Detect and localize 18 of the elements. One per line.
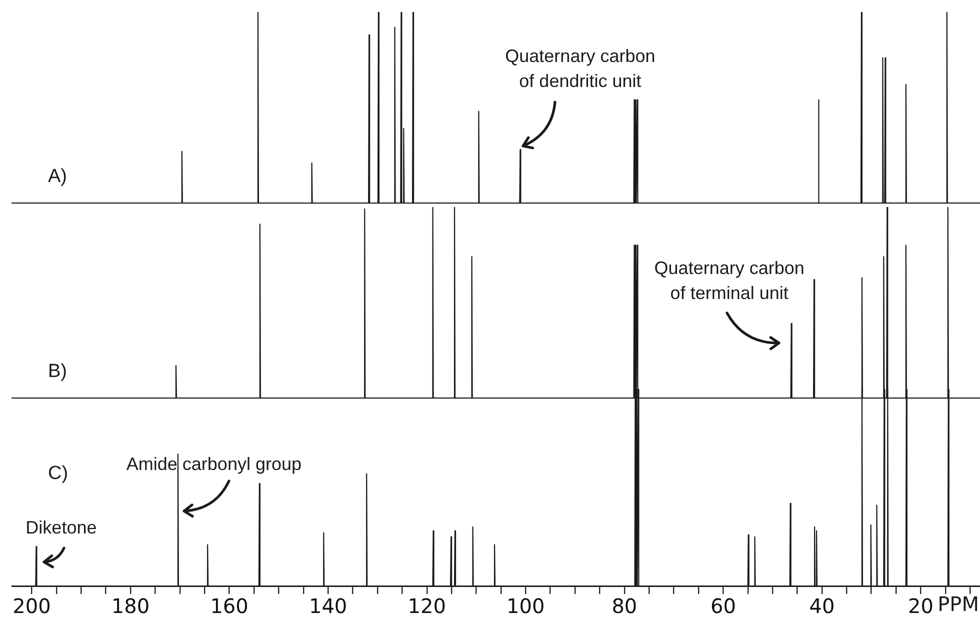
x-tick-label: 160 (210, 594, 248, 618)
text: C) (48, 463, 68, 484)
series-label: B) (48, 361, 67, 382)
x-tick-label: 180 (111, 594, 150, 618)
x-tick-label: 20 (908, 594, 934, 618)
annotation: Amide carbonyl group (126, 454, 302, 474)
x-tick-label: 60 (710, 594, 736, 618)
x-tick-label: 80 (612, 594, 638, 618)
annotation: Quaternary carbon of dendritic unit (505, 46, 656, 91)
x-tick-label: 100 (506, 594, 545, 618)
annotation: Diketone (26, 518, 97, 538)
x-tick-label: 40 (809, 594, 835, 618)
x-tick-label: 200 (12, 594, 51, 618)
annotation: Quaternary carbon of terminal unit (654, 258, 804, 303)
x-tick-label: 120 (408, 594, 446, 618)
series-label: A) (48, 166, 67, 188)
x-axis-title: PPM (938, 592, 979, 616)
x-tick-label: 140 (308, 594, 348, 618)
